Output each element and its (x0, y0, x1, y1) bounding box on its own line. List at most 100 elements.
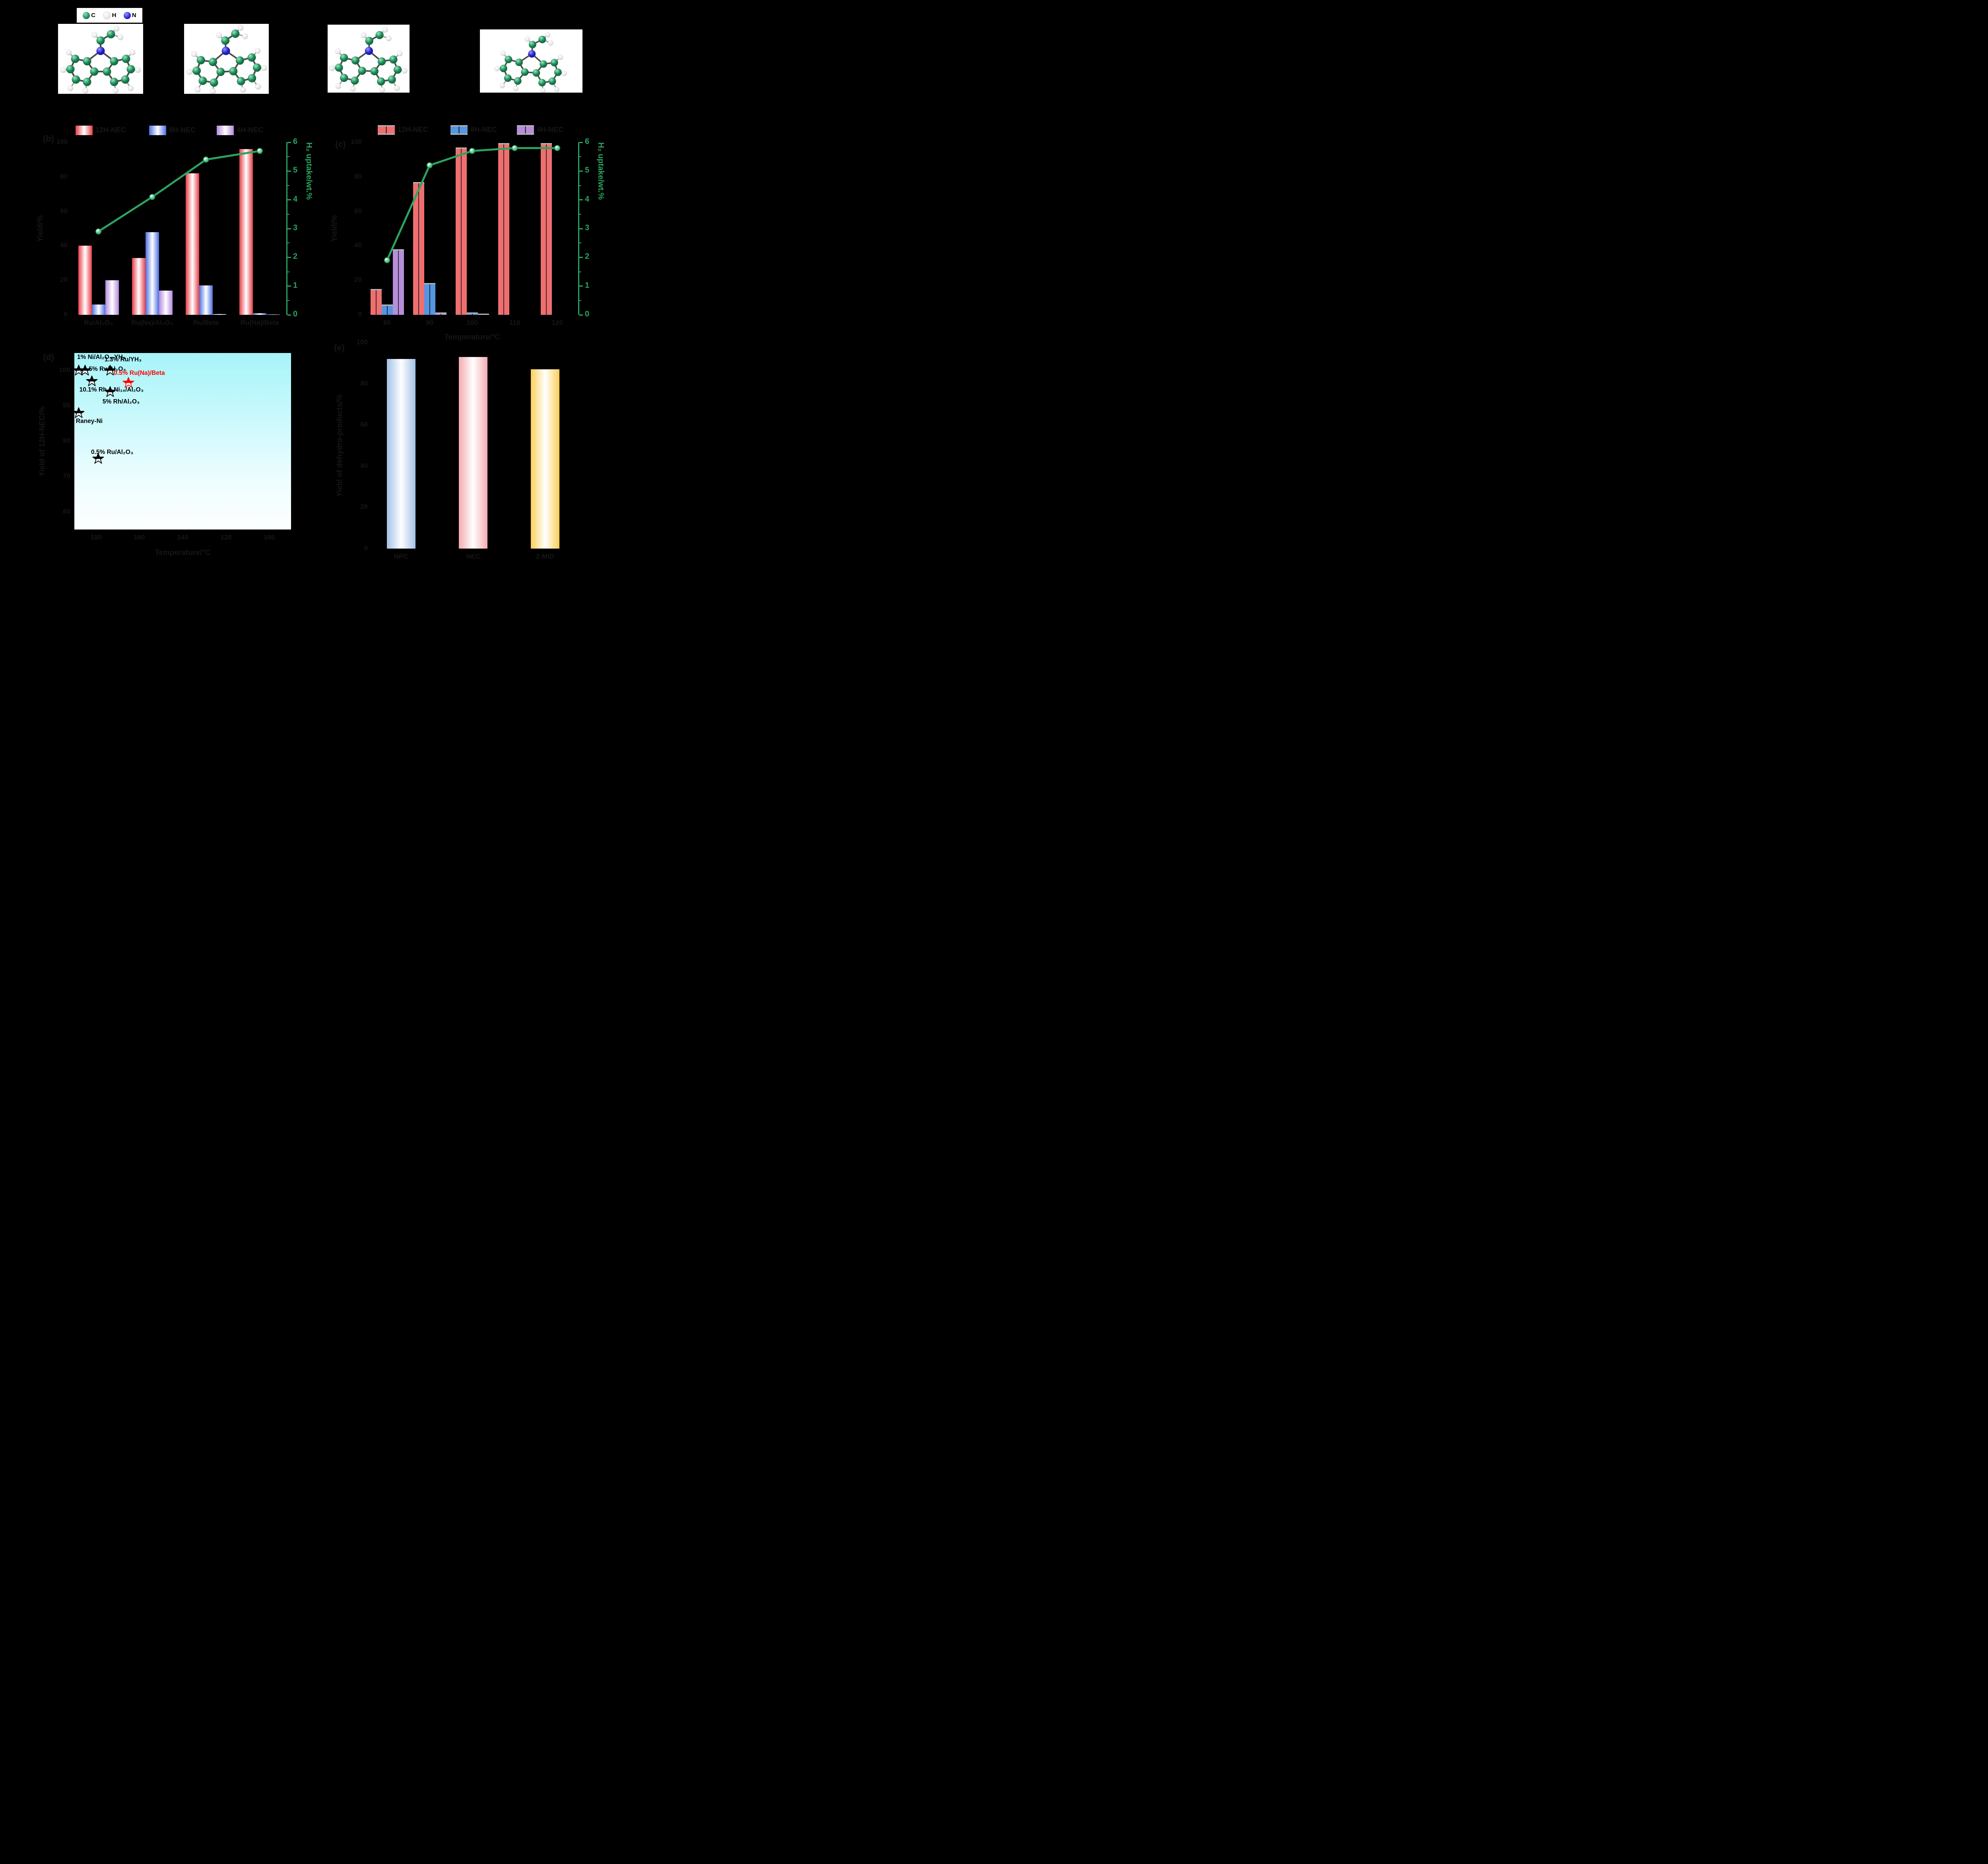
bar-8H-NEC-Ru/Al₂O₃ (91, 304, 105, 315)
x-axis-tick-label: 100 (264, 533, 275, 541)
bar-NPC (386, 359, 415, 549)
star-marker (122, 377, 134, 388)
legend-label-4H-NEC: 4H-NEC (237, 126, 264, 134)
bar-8H-NEC-100 (466, 312, 478, 315)
carbon-atom-icon (83, 12, 90, 19)
right-axis-tick (287, 256, 291, 258)
bar-12H-NEC-Ru(Na)/Al₂O₃ (132, 258, 146, 315)
right-axis-tick-label: 2 (585, 252, 590, 261)
scatter-point-1.3% Ru/YH₃ (104, 365, 116, 376)
scatter-point-label: 1% Ni/Al₂O₃-YH₃ (77, 354, 126, 361)
bar-2-MID (531, 369, 560, 549)
x-axis-tick-label: 120 (551, 319, 563, 326)
ball-and-stick-molecule (494, 32, 567, 93)
bar-4H-NEC-Ru(Na)/Beta (266, 314, 280, 315)
y-axis-tick-label: 40 (60, 241, 68, 249)
legend-swatch-12H-NEC (378, 125, 395, 135)
atom-symbol-n: N (132, 12, 136, 19)
x-axis-tick-label: Ru/Al₂O₃ (84, 319, 113, 326)
panel-label-d: (d) (43, 352, 54, 362)
bar-8H-NEC-90 (424, 283, 435, 315)
y-axis-tick-label: 80 (360, 379, 368, 387)
scatter-point-label: 1.3% Ru/YH₃ (104, 356, 142, 363)
bar-8H-NEC-80 (381, 304, 393, 315)
bar-12H-NEC-Ru(Na)/Beta (239, 149, 253, 315)
right-axis-tick-label: 3 (293, 223, 298, 232)
x-axis-tick-label: 2-MID (536, 553, 555, 560)
bar-NEC (459, 357, 488, 549)
right-axis-title: H₂ uptake/wt.% (305, 142, 313, 200)
right-axis-line (578, 142, 579, 315)
y-axis-tick-label: 40 (360, 462, 368, 469)
legend-swatch-4H-NEC (517, 125, 534, 135)
scatter-point-0.5% Ru/Al₂O₃ (92, 453, 104, 465)
panel-label-b: (b) (43, 134, 54, 144)
star-marker (104, 365, 116, 376)
y-axis-tick-label: 100 (350, 138, 362, 145)
right-axis-tick (287, 285, 291, 287)
right-axis-tick (579, 142, 583, 143)
right-axis-tick-label: 6 (585, 137, 590, 146)
chart-substrate-yield-bar: NPC NEC 2-MID 0 20 40 60 80 100 Yield of dehydro-… (336, 338, 584, 560)
y-axis-tick-label: 20 (60, 276, 68, 284)
right-axis-minor-tick (579, 300, 581, 301)
x-axis-tick-label: 120 (220, 533, 232, 541)
bar-4H-NEC-80 (392, 249, 404, 315)
legend-swatch-8H-NEC (450, 125, 468, 135)
right-axis-minor-tick (287, 156, 289, 157)
right-axis-minor-tick (579, 185, 581, 186)
right-axis-tick (287, 228, 291, 229)
molecule-image-4h-nec (328, 25, 410, 93)
right-axis-tick-label: 0 (293, 310, 298, 318)
right-axis-tick (579, 170, 583, 172)
right-axis-line (286, 142, 287, 315)
nitrogen-atom-icon (123, 12, 131, 19)
x-axis-tick-label: Ru(Na)/Al₂O₃ (131, 319, 173, 326)
legend-label-12H-NEC: 12H-NEC (95, 126, 126, 134)
scatter-point-5% Ru/Al₂O₃ (79, 365, 91, 376)
bar-4H-NEC-90 (435, 312, 447, 315)
molecule-image-12h-nec (58, 24, 143, 94)
legend-swatch-12H-NEC (76, 126, 93, 135)
right-axis-tick (287, 142, 291, 143)
scatter-point-0.5% Ru(Na)/Beta (122, 377, 134, 389)
x-axis-tick-label: 110 (509, 319, 520, 326)
right-axis-minor-tick (287, 300, 289, 301)
scatter-point-label: 5% Rh/Al₂O₃ (102, 398, 140, 405)
right-axis-tick-label: 4 (585, 194, 590, 204)
right-axis-tick-label: 5 (293, 166, 298, 175)
atom-color-legend: C H N (77, 8, 142, 23)
y-axis-tick-label: 0 (64, 310, 68, 318)
bar-12H-NEC-100 (455, 147, 467, 315)
y-axis-tick-label: 60 (63, 507, 70, 515)
star-marker (73, 407, 85, 418)
x-axis-title: Temperature/°C (155, 549, 211, 557)
y-axis-tick-label: 40 (354, 241, 362, 249)
right-axis-tick (579, 285, 583, 287)
y-axis-tick-label: 60 (60, 207, 68, 215)
x-axis-tick-label: 90 (426, 319, 433, 326)
right-axis-tick (579, 199, 583, 201)
right-axis-tick-label: 3 (585, 223, 590, 232)
bar-4H-NEC-100 (478, 314, 489, 315)
bar-12H-NEC-Ru/Al₂O₃ (78, 246, 92, 315)
legend-label-8H-NEC: 8H-NEC (470, 126, 497, 134)
y-axis-tick-label: 100 (56, 138, 68, 145)
right-axis-minor-tick (579, 242, 581, 244)
right-axis-tick-label: 5 (585, 166, 590, 175)
ball-and-stick-molecule (186, 25, 267, 95)
panel-label-c: (c) (335, 139, 346, 149)
legend-item-carbon: C (83, 12, 95, 19)
scatter-point-label: 0.5% Ru(Na)/Beta (114, 370, 165, 377)
h2-uptake-line (95, 147, 263, 235)
right-axis-minor-tick (287, 185, 289, 186)
y-axis-tick-label: 20 (354, 276, 362, 284)
ball-and-stick-molecule (329, 27, 408, 93)
right-axis-tick (579, 256, 583, 258)
x-axis-tick-label: 140 (177, 533, 188, 541)
legend-swatch-4H-NEC (217, 126, 234, 135)
scatter-point-label: Raney-Ni (76, 417, 103, 425)
y-axis-title: Yield/% (330, 215, 339, 242)
right-axis-minor-tick (287, 213, 289, 215)
scatter-point-10.1% Rh₀.₁Ni₁₀/Al₂O₃ (86, 375, 98, 387)
